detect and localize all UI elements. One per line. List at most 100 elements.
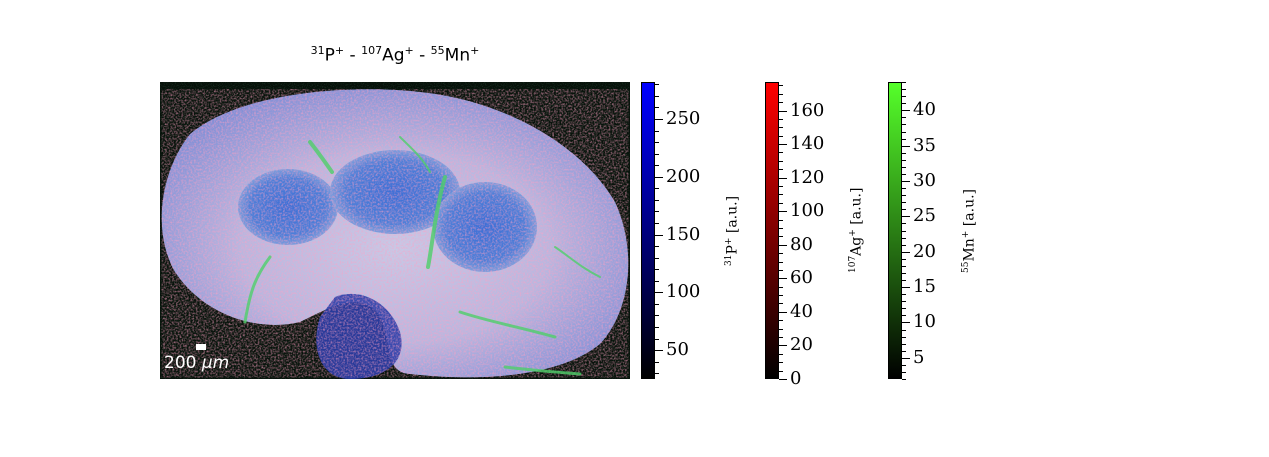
- colorbar-p-minor-tick: [655, 362, 659, 363]
- colorbar-ag-minor-tick: [779, 102, 783, 103]
- colorbar-label-isotope: 107: [848, 255, 858, 273]
- colorbar-p-major-tick: [655, 350, 663, 351]
- colorbar-mn-major-tick: [902, 110, 910, 111]
- colorbar-label-charge: +: [961, 230, 971, 239]
- colorbar-mn-minor-tick: [902, 266, 906, 267]
- colorbar-mn-major-tick: [902, 287, 910, 288]
- colorbar-mn-tick-label: 40: [913, 99, 936, 120]
- colorbar-mn-minor-tick: [902, 238, 906, 239]
- colorbar-ag: [765, 82, 779, 379]
- colorbar-p-minor-tick: [655, 223, 659, 224]
- scale-bar-value: 200: [164, 353, 197, 373]
- kidney-section-map: [160, 82, 630, 379]
- colorbar-label-unit: [a.u.]: [724, 195, 741, 238]
- colorbar-mn-minor-tick: [902, 188, 906, 189]
- colorbar-mn-minor-tick: [902, 231, 906, 232]
- colorbar-mn-minor-tick: [902, 365, 906, 366]
- colorbar-mn-minor-tick: [902, 315, 906, 316]
- colorbar-mn-minor-tick: [902, 379, 906, 380]
- colorbar-p-tick-label: 200: [666, 166, 701, 187]
- colorbar-ag-minor-tick: [779, 152, 783, 153]
- colorbar-p-major-tick: [655, 235, 663, 236]
- title-sep-1: -: [344, 45, 362, 66]
- colorbar-label-element: Mn: [961, 238, 978, 262]
- colorbar-mn-major-tick: [902, 216, 910, 217]
- colorbar-mn-major-tick: [902, 181, 910, 182]
- colorbar-label-isotope: 31: [724, 254, 734, 266]
- colorbar-ag-tick-label: 20: [790, 334, 813, 355]
- title-sep-2: -: [413, 45, 431, 66]
- colorbar-ag-minor-tick: [779, 371, 783, 372]
- colorbar-mn-minor-tick: [902, 117, 906, 118]
- title-sup-mn: 55: [430, 44, 445, 57]
- colorbar-ag-minor-tick: [779, 220, 783, 221]
- title-sup-p: 31: [310, 44, 325, 57]
- colorbar-mn-tick-label: 15: [913, 276, 936, 297]
- colorbar-p-minor-tick: [655, 200, 659, 201]
- title-charge-mn: +: [470, 44, 480, 57]
- colorbar-mn-minor-tick: [902, 167, 906, 168]
- colorbar-ag-tick-label: 100: [790, 200, 825, 221]
- colorbar-p-minor-tick: [655, 339, 659, 340]
- colorbar-p-tick-label: 100: [666, 281, 701, 302]
- colorbar-mn-tick-label: 30: [913, 170, 936, 191]
- mn-vessels: [243, 136, 601, 376]
- colorbar-ag-tick-label: 120: [790, 167, 825, 188]
- colorbar-mn-minor-tick: [902, 280, 906, 281]
- colorbar-ag-major-tick: [779, 312, 787, 313]
- colorbar-p-minor-tick: [655, 246, 659, 247]
- colorbar-p-minor-tick: [655, 373, 659, 374]
- colorbar-ag-major-tick: [779, 379, 787, 380]
- colorbar-mn-minor-tick: [902, 195, 906, 196]
- colorbar-mn-major-tick: [902, 358, 910, 359]
- colorbar-ag-minor-tick: [779, 194, 783, 195]
- colorbar-p-tick-label: 150: [666, 224, 701, 245]
- colorbar-mn-minor-tick: [902, 153, 906, 154]
- colorbar-ag-minor-tick: [779, 303, 783, 304]
- colorbar-p-minor-tick: [655, 154, 659, 155]
- colorbar-mn-minor-tick: [902, 103, 906, 104]
- colorbar-mn-minor-tick: [902, 344, 906, 345]
- colorbar-ag-minor-tick: [779, 320, 783, 321]
- colorbar-ag-major-tick: [779, 345, 787, 346]
- colorbar-ag-minor-tick: [779, 94, 783, 95]
- colorbar-ag-minor-tick: [779, 329, 783, 330]
- colorbar-mn-minor-tick: [902, 273, 906, 274]
- colorbar-p-minor-tick: [655, 269, 659, 270]
- colorbar-p-minor-tick: [655, 315, 659, 316]
- colorbar-ag-major-tick: [779, 144, 787, 145]
- colorbar-mn-minor-tick: [902, 294, 906, 295]
- colorbar-ag-major-tick: [779, 245, 787, 246]
- colorbar-ag-minor-tick: [779, 337, 783, 338]
- colorbar-ag-minor-tick: [779, 295, 783, 296]
- colorbar-label-element: Ag: [848, 236, 865, 256]
- colorbar-ag-tick-label: 60: [790, 267, 813, 288]
- colorbar-p-minor-tick: [655, 281, 659, 282]
- title-charge-p: +: [334, 44, 345, 57]
- colorbar-mn-minor-tick: [902, 301, 906, 302]
- colorbar-mn-major-tick: [902, 146, 910, 147]
- colorbar-mn-minor-tick: [902, 351, 906, 352]
- title-sup-ag: 107: [361, 44, 383, 57]
- colorbar-p-minor-tick: [655, 142, 659, 143]
- colorbar-ag-minor-tick: [779, 161, 783, 162]
- colorbar-ag-minor-tick: [779, 169, 783, 170]
- colorbar-mn-minor-tick: [902, 82, 906, 83]
- colorbar-label-charge: +: [848, 229, 858, 237]
- scale-bar-label: 200 μm: [164, 353, 229, 373]
- colorbar-p-minor-tick: [655, 131, 659, 132]
- title-el-mn: Mn: [444, 45, 471, 66]
- title-charge-ag: +: [404, 44, 414, 57]
- colorbar-mn: [888, 82, 902, 379]
- colorbar-ag-major-tick: [779, 178, 787, 179]
- colorbar-mn-minor-tick: [902, 259, 906, 260]
- colorbar-mn-major-tick: [902, 322, 910, 323]
- colorbar-ag-minor-tick: [779, 270, 783, 271]
- colorbar-ag-major-tick: [779, 111, 787, 112]
- colorbar-mn-minor-tick: [902, 223, 906, 224]
- colorbar-ag-minor-tick: [779, 186, 783, 187]
- title-el-ag: Ag: [382, 45, 405, 66]
- colorbar-mn-minor-tick: [902, 337, 906, 338]
- colorbar-mn-tick-label: 10: [913, 311, 936, 332]
- colorbar-mn-tick-label: 5: [913, 347, 925, 368]
